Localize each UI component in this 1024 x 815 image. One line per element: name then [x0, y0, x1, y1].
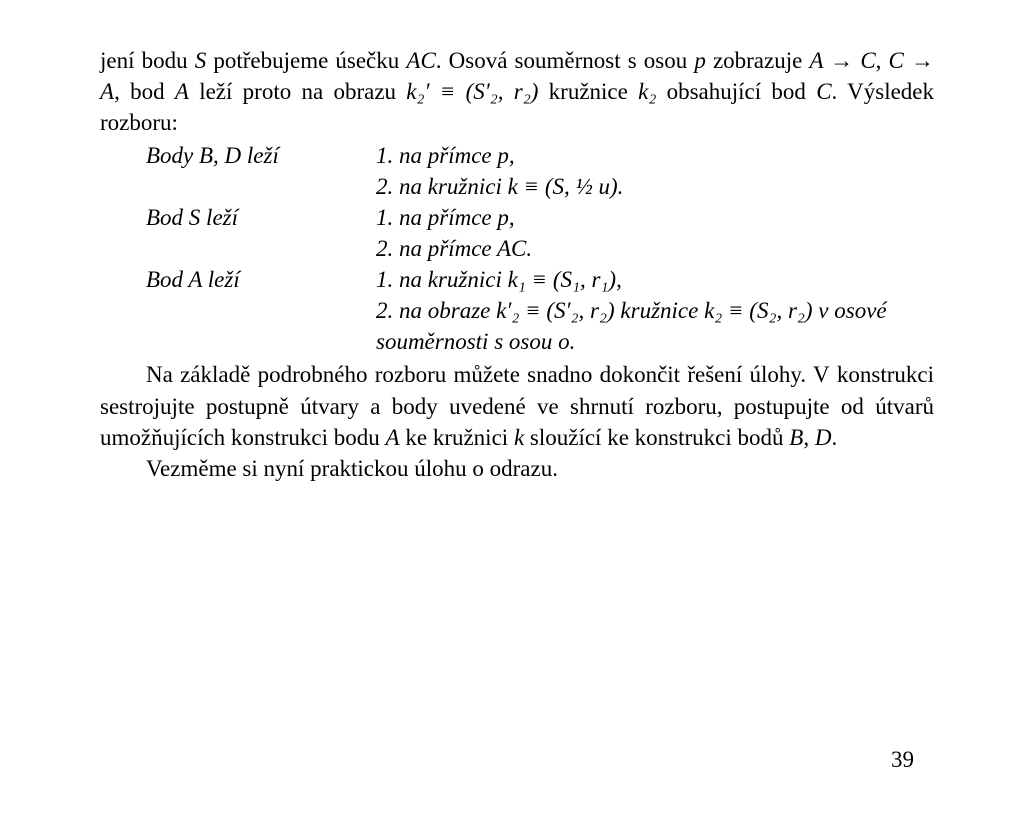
list-row: 2. na obraze k′₂ ≡ (S′₂, r₂) kružnice k₂… — [100, 295, 934, 357]
list-item: 2. na přímce AC. — [376, 233, 934, 264]
var-A: A — [386, 425, 400, 450]
list-row: 2. na kružnici k ≡ (S, ½ u). — [100, 171, 934, 202]
list-row: Body B, D leží 1. na přímce p, — [100, 140, 934, 171]
text: jení bodu — [100, 48, 195, 73]
var-p: p — [694, 48, 706, 73]
analysis-list: Body B, D leží 1. na přímce p, 2. na kru… — [100, 140, 934, 357]
text: leží proto na obrazu — [189, 79, 406, 104]
text: , bod — [114, 79, 175, 104]
text: zobrazuje — [706, 48, 810, 73]
list-row: 2. na přímce AC. — [100, 233, 934, 264]
text: , — [876, 48, 889, 73]
seg-AC: AC — [406, 48, 435, 73]
list-row: Bod S leží 1. na přímce p, — [100, 202, 934, 233]
circle-k2: k₂ — [638, 79, 656, 104]
list-item: 2. na obraze k′₂ ≡ (S′₂, r₂) kružnice k₂… — [376, 295, 934, 357]
circle-k2prime: k₂′ ≡ (S′₂, r₂) — [406, 79, 538, 104]
list-label-S: Bod S leží — [100, 202, 376, 233]
list-item: 2. na kružnici k ≡ (S, ½ u). — [376, 171, 934, 202]
list-item: 1. na přímce p, — [376, 202, 934, 233]
list-item: 1. na přímce p, — [376, 140, 934, 171]
text: . Osová souměrnost s osou — [436, 48, 695, 73]
var-D: D — [815, 425, 832, 450]
text: sloužící ke konstrukci bodů — [524, 425, 789, 450]
map-A-C: A → C — [809, 48, 875, 73]
var-A: A — [175, 79, 189, 104]
text: obsahující bod — [656, 79, 816, 104]
text: ke kružnici — [400, 425, 514, 450]
var-k: k — [514, 425, 524, 450]
text: kružnice — [538, 79, 638, 104]
list-item: 1. na kružnici k₁ ≡ (S₁, r₁), — [376, 264, 934, 295]
closing-paragraph: Vezměme si nyní praktickou úlohu o odraz… — [100, 453, 934, 484]
intro-paragraph: jení bodu S potřebujeme úsečku AC. Osová… — [100, 45, 934, 138]
list-row: Bod A leží 1. na kružnici k₁ ≡ (S₁, r₁), — [100, 264, 934, 295]
var-C: C — [816, 79, 831, 104]
text: . — [831, 425, 837, 450]
followup-paragraph: Na základě podrobného rozboru můžete sna… — [100, 359, 934, 452]
page: jení bodu S potřebujeme úsečku AC. Osová… — [0, 0, 1024, 815]
page-number: 39 — [891, 744, 914, 775]
list-label-BD: Body B, D leží — [100, 140, 376, 171]
var-B: B — [789, 425, 803, 450]
list-label-A: Bod A leží — [100, 264, 376, 295]
text: potřebujeme úsečku — [206, 48, 406, 73]
var-S: S — [195, 48, 207, 73]
text: , — [803, 425, 815, 450]
